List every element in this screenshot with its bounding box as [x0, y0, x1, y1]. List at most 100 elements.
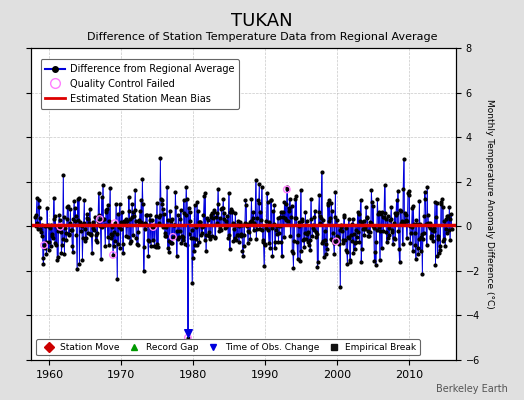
Point	[399, 156, 408, 162]
Point	[358, 219, 367, 225]
Point	[199, 212, 208, 218]
Point	[398, 241, 407, 247]
Point	[139, 268, 148, 275]
Point	[386, 216, 395, 222]
Point	[77, 220, 85, 227]
Point	[287, 214, 295, 220]
Point	[126, 240, 134, 246]
Point	[255, 200, 263, 206]
Point	[136, 208, 144, 214]
Point	[286, 196, 294, 202]
Point	[115, 201, 124, 207]
Point	[406, 240, 414, 246]
Point	[81, 226, 89, 232]
Point	[283, 184, 292, 190]
Point	[220, 210, 228, 216]
Point	[47, 222, 56, 228]
Point	[104, 202, 112, 208]
Point	[306, 247, 314, 254]
Point	[41, 223, 49, 230]
Point	[126, 216, 135, 222]
Point	[106, 184, 114, 191]
Point	[223, 222, 231, 228]
Point	[170, 234, 179, 240]
Point	[279, 214, 288, 220]
Point	[303, 231, 311, 237]
Text: Difference of Station Temperature Data from Regional Average: Difference of Station Temperature Data f…	[87, 32, 437, 42]
Point	[160, 233, 169, 240]
Point	[438, 196, 446, 202]
Point	[57, 250, 66, 256]
Point	[194, 219, 203, 226]
Point	[236, 231, 245, 237]
Legend: Station Move, Record Gap, Time of Obs. Change, Empirical Break: Station Move, Record Gap, Time of Obs. C…	[36, 339, 420, 356]
Point	[429, 238, 438, 244]
Point	[78, 257, 86, 263]
Point	[288, 248, 297, 254]
Point	[237, 233, 245, 240]
Point	[72, 212, 80, 219]
Point	[71, 205, 80, 211]
Point	[217, 227, 225, 234]
Point	[330, 240, 338, 246]
Point	[320, 254, 328, 260]
Point	[120, 218, 128, 224]
Point	[296, 258, 304, 265]
Point	[295, 222, 303, 229]
Point	[447, 225, 456, 232]
Point	[280, 199, 289, 206]
Point	[176, 216, 184, 222]
Point	[359, 217, 368, 224]
Point	[60, 214, 68, 220]
Point	[245, 219, 254, 226]
Point	[397, 220, 406, 227]
Point	[72, 231, 81, 238]
Point	[242, 202, 250, 208]
Point	[149, 222, 158, 229]
Point	[240, 232, 248, 238]
Point	[259, 237, 268, 244]
Point	[49, 235, 57, 242]
Point	[347, 231, 355, 238]
Point	[82, 210, 91, 217]
Point	[186, 208, 194, 215]
Point	[132, 235, 140, 241]
Point	[155, 214, 163, 220]
Point	[249, 226, 258, 233]
Point	[99, 181, 107, 188]
Point	[383, 239, 391, 246]
Point	[294, 219, 303, 225]
Point	[420, 213, 428, 220]
Point	[376, 228, 385, 234]
Point	[55, 212, 63, 218]
Point	[161, 230, 169, 236]
Point	[98, 224, 106, 231]
Point	[411, 256, 420, 262]
Point	[395, 245, 403, 252]
Point	[222, 218, 230, 224]
Point	[75, 261, 84, 267]
Point	[107, 234, 115, 241]
Point	[135, 217, 144, 224]
Point	[60, 251, 69, 257]
Point	[357, 259, 365, 265]
Point	[371, 249, 379, 256]
Point	[292, 215, 300, 221]
Point	[68, 227, 76, 234]
Point	[238, 248, 247, 254]
Point	[79, 235, 87, 242]
Point	[282, 186, 291, 193]
Point	[209, 210, 217, 216]
Point	[339, 237, 347, 244]
Point	[59, 172, 68, 178]
Point	[290, 214, 299, 221]
Point	[255, 181, 264, 187]
Point	[414, 250, 422, 257]
Point	[305, 237, 314, 244]
Point	[113, 276, 122, 282]
Point	[431, 199, 439, 205]
Point	[43, 222, 52, 229]
Point	[63, 204, 72, 210]
Point	[375, 209, 384, 216]
Point	[376, 257, 384, 264]
